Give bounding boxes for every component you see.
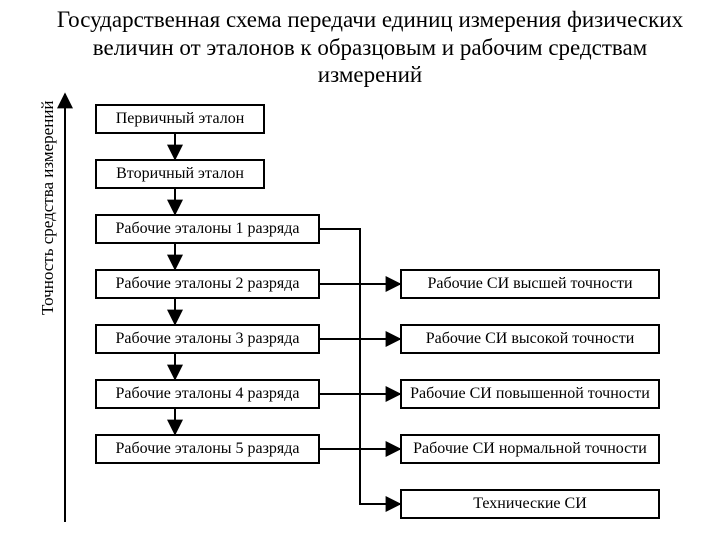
box-secondary: Вторичный эталон	[95, 159, 265, 189]
box-primary: Первичный эталон	[95, 104, 265, 134]
box-si-elev: Рабочие СИ повышенной точности	[400, 379, 660, 409]
axis-label: Точность средства измерений	[38, 100, 58, 315]
box-si-high: Рабочие СИ высокой точности	[400, 324, 660, 354]
page-title: Государственная схема передачи единиц из…	[40, 6, 700, 89]
box-si-highest: Рабочие СИ высшей точности	[400, 269, 660, 299]
box-r1: Рабочие эталоны 1 разряда	[95, 214, 320, 244]
page: Государственная схема передачи единиц из…	[0, 0, 720, 540]
box-r3: Рабочие эталоны 3 разряда	[95, 324, 320, 354]
box-si-tech: Технические СИ	[400, 489, 660, 519]
box-r4: Рабочие эталоны 4 разряда	[95, 379, 320, 409]
box-si-norm: Рабочие СИ нормальной точности	[400, 434, 660, 464]
box-r2: Рабочие эталоны 2 разряда	[95, 269, 320, 299]
box-r5: Рабочие эталоны 5 разряда	[95, 434, 320, 464]
